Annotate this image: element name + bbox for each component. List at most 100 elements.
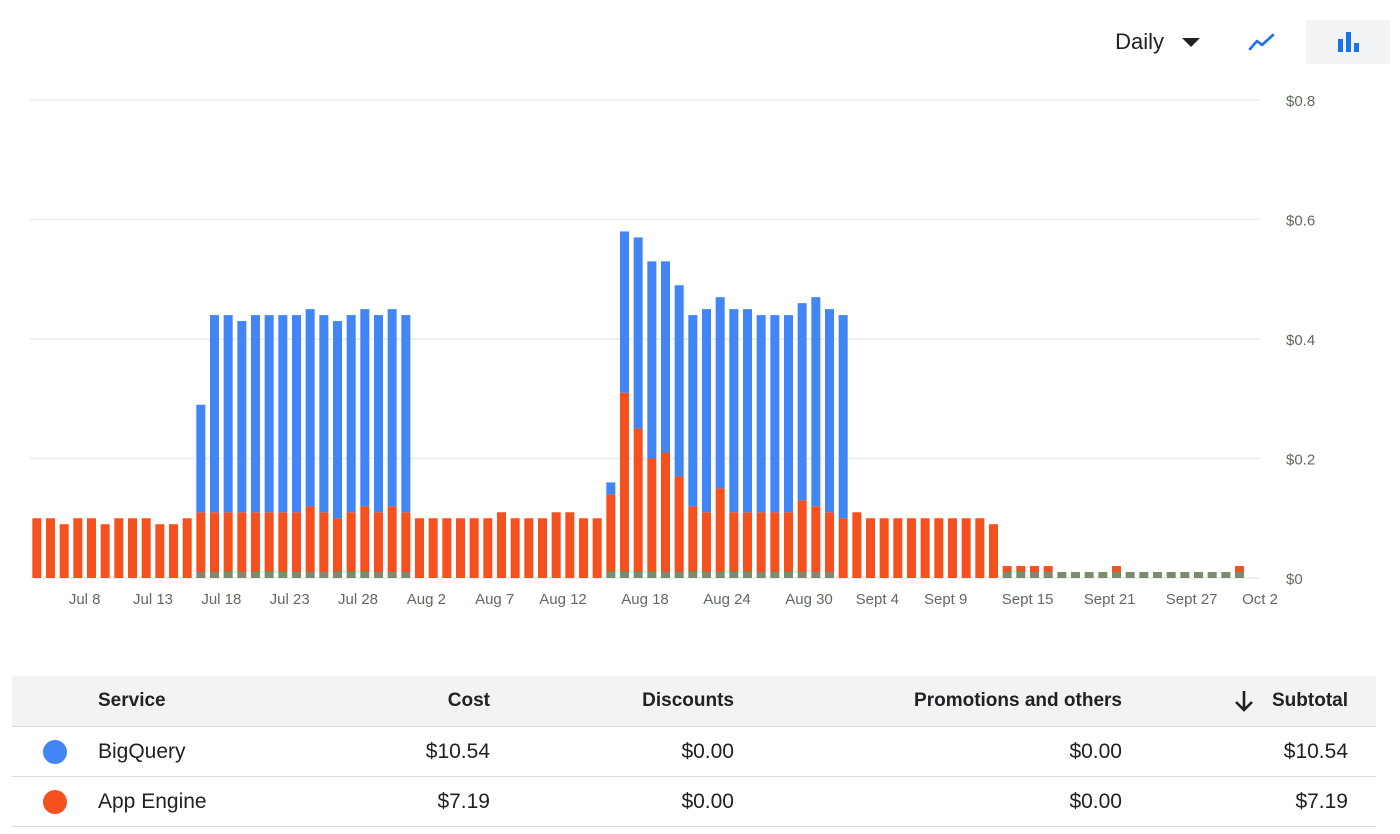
bar-segment[interactable] — [770, 315, 780, 513]
bar-segment[interactable] — [1207, 572, 1217, 578]
bar-segment[interactable] — [182, 518, 192, 578]
header-promotions[interactable]: Promotions and others — [914, 690, 1122, 711]
bar-segment[interactable] — [1070, 572, 1081, 578]
bar-segment[interactable] — [1016, 566, 1026, 573]
bar-segment[interactable] — [264, 512, 274, 573]
bar-segment[interactable] — [387, 309, 397, 507]
bar-segment[interactable] — [360, 309, 370, 507]
bar-segment[interactable] — [1029, 566, 1040, 573]
bar-segment[interactable] — [1234, 566, 1245, 573]
bar-segment[interactable] — [223, 572, 233, 578]
bar-segment[interactable] — [168, 524, 179, 578]
bar-segment[interactable] — [237, 572, 247, 578]
bar-segment[interactable] — [278, 512, 288, 573]
bar-segment[interactable] — [1139, 572, 1149, 578]
bar-segment[interactable] — [346, 315, 356, 513]
bar-segment[interactable] — [1098, 572, 1108, 578]
bar-segment[interactable] — [483, 518, 493, 578]
bar-segment[interactable] — [715, 488, 725, 573]
bar-segment[interactable] — [906, 518, 917, 578]
bar-segment[interactable] — [332, 321, 343, 519]
bar-segment[interactable] — [401, 572, 411, 578]
bar-segment[interactable] — [742, 309, 753, 513]
bar-segment[interactable] — [729, 512, 739, 573]
bar-segment[interactable] — [387, 506, 397, 573]
bar-segment[interactable] — [360, 506, 370, 573]
bar-segment[interactable] — [32, 518, 42, 578]
bar-segment[interactable] — [291, 512, 302, 573]
bar-segment[interactable] — [606, 494, 616, 573]
bar-segment[interactable] — [770, 572, 780, 578]
bar-segment[interactable] — [264, 315, 274, 513]
bar-segment[interactable] — [811, 506, 821, 573]
bar-segment[interactable] — [291, 315, 302, 513]
bar-segment[interactable] — [1084, 572, 1094, 578]
bar-segment[interactable] — [756, 315, 766, 513]
bar-segment[interactable] — [127, 518, 138, 578]
bar-segment[interactable] — [1043, 566, 1053, 573]
bar-segment[interactable] — [783, 572, 794, 578]
bar-segment[interactable] — [1016, 572, 1026, 578]
bar-segment[interactable] — [141, 518, 151, 578]
bar-chart-button[interactable] — [1306, 20, 1390, 64]
bar-segment[interactable] — [729, 309, 739, 513]
bar-segment[interactable] — [319, 315, 329, 513]
bar-segment[interactable] — [701, 309, 712, 513]
bar-segment[interactable] — [619, 231, 630, 393]
header-subtotal[interactable]: Subtotal — [1122, 689, 1348, 713]
bar-segment[interactable] — [756, 572, 766, 578]
bar-segment[interactable] — [237, 512, 247, 573]
bar-segment[interactable] — [1234, 572, 1245, 578]
bar-segment[interactable] — [401, 315, 411, 513]
bar-segment[interactable] — [783, 512, 794, 573]
bar-segment[interactable] — [852, 512, 862, 578]
header-cost[interactable]: Cost — [447, 690, 490, 711]
bar-segment[interactable] — [414, 518, 425, 578]
header-discounts[interactable]: Discounts — [642, 690, 734, 711]
bar-segment[interactable] — [824, 512, 835, 573]
bar-segment[interactable] — [838, 518, 848, 578]
bar-segment[interactable] — [674, 476, 684, 573]
bar-segment[interactable] — [537, 518, 548, 578]
bar-segment[interactable] — [305, 309, 315, 507]
bar-segment[interactable] — [442, 518, 452, 578]
bar-segment[interactable] — [715, 572, 725, 578]
bar-segment[interactable] — [742, 512, 753, 573]
bar-segment[interactable] — [756, 512, 766, 573]
bar-segment[interactable] — [237, 321, 247, 513]
bar-segment[interactable] — [510, 518, 520, 578]
bar-segment[interactable] — [947, 518, 958, 578]
bar-segment[interactable] — [373, 572, 384, 578]
bar-segment[interactable] — [278, 572, 288, 578]
bar-segment[interactable] — [811, 297, 821, 507]
bar-segment[interactable] — [196, 512, 206, 573]
bar-segment[interactable] — [660, 261, 671, 453]
bar-segment[interactable] — [305, 572, 315, 578]
bar-segment[interactable] — [1002, 572, 1012, 578]
bar-segment[interactable] — [688, 506, 698, 573]
bar-segment[interactable] — [619, 392, 630, 573]
bar-segment[interactable] — [688, 572, 698, 578]
bar-segment[interactable] — [1221, 572, 1231, 578]
bar-segment[interactable] — [155, 524, 165, 578]
bar-segment[interactable] — [715, 297, 725, 489]
bar-segment[interactable] — [565, 512, 575, 578]
bar-segment[interactable] — [701, 572, 712, 578]
bar-segment[interactable] — [59, 524, 69, 578]
bar-segment[interactable] — [346, 512, 356, 573]
bar-segment[interactable] — [742, 572, 753, 578]
bar-segment[interactable] — [524, 518, 534, 578]
bar-segment[interactable] — [879, 518, 889, 578]
bar-segment[interactable] — [73, 518, 83, 578]
bar-segment[interactable] — [1111, 572, 1122, 578]
bar-segment[interactable] — [209, 572, 220, 578]
bar-segment[interactable] — [250, 572, 261, 578]
bar-segment[interactable] — [701, 512, 712, 573]
table-row[interactable]: App Engine $7.19 $0.00 $0.00 $7.19 — [12, 777, 1376, 827]
bar-segment[interactable] — [674, 285, 684, 477]
bar-segment[interactable] — [100, 524, 110, 578]
bar-segment[interactable] — [1002, 566, 1012, 573]
bar-segment[interactable] — [373, 512, 384, 573]
bar-segment[interactable] — [319, 572, 329, 578]
bar-segment[interactable] — [865, 518, 876, 578]
